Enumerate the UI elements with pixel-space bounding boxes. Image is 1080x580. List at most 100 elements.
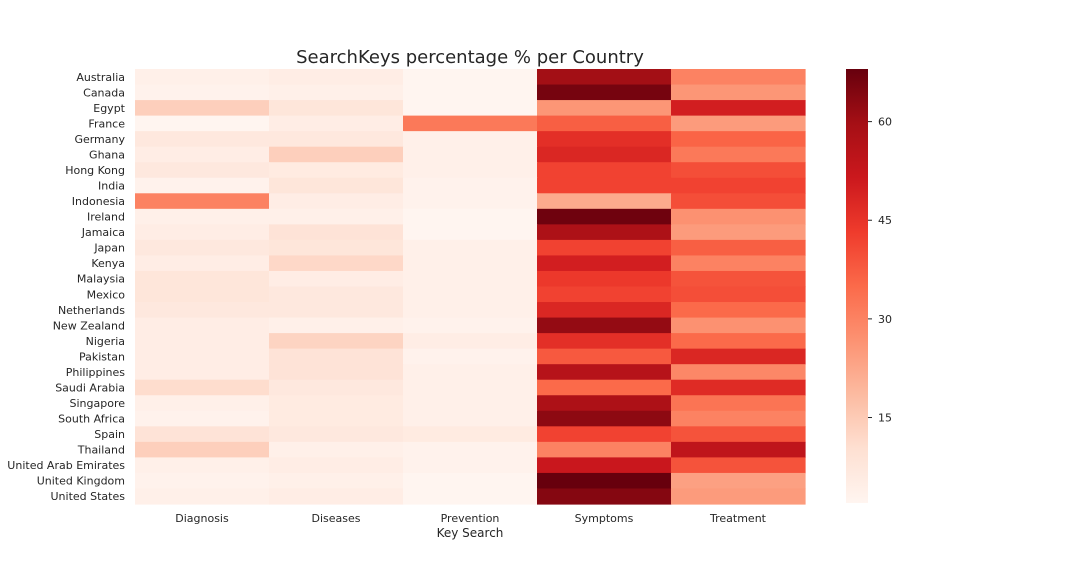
heatmap-cell bbox=[403, 84, 538, 101]
heatmap-cell bbox=[671, 146, 806, 163]
heatmap-cell bbox=[537, 208, 672, 225]
heatmap-cell bbox=[671, 193, 806, 210]
heatmap-cell bbox=[135, 131, 270, 148]
heatmap-cell bbox=[135, 193, 270, 210]
y-tick-label: Ireland bbox=[87, 211, 125, 224]
heatmap-cell bbox=[671, 379, 806, 396]
heatmap-cell bbox=[671, 286, 806, 303]
heatmap-cell bbox=[135, 410, 270, 427]
heatmap-cell bbox=[135, 239, 270, 257]
heatmap-cell bbox=[403, 193, 538, 210]
heatmap-cell bbox=[671, 115, 806, 132]
y-tick-label: Pakistan bbox=[79, 350, 125, 363]
heatmap-cell bbox=[537, 426, 672, 443]
heatmap-cell bbox=[671, 208, 806, 225]
heatmap-cell bbox=[269, 286, 404, 303]
y-tick-label: Spain bbox=[94, 428, 125, 441]
heatmap-cell bbox=[671, 364, 806, 381]
heatmap-cell bbox=[135, 333, 270, 350]
heatmap-cell bbox=[537, 379, 672, 396]
y-tick-label: Jamaica bbox=[81, 226, 125, 239]
heatmap-cell bbox=[403, 395, 538, 412]
colorbar-tick-label: 45 bbox=[878, 214, 892, 227]
heatmap-cell bbox=[671, 239, 806, 257]
heatmap-cell bbox=[269, 426, 404, 443]
heatmap-cell bbox=[135, 255, 270, 272]
y-tick-label: United Arab Emirates bbox=[7, 459, 125, 472]
heatmap-cell bbox=[269, 146, 404, 163]
heatmap-cell bbox=[269, 302, 404, 319]
heatmap-cell bbox=[671, 488, 806, 505]
heatmap-cell bbox=[135, 379, 270, 396]
heatmap-cell bbox=[671, 457, 806, 474]
heatmap-cell bbox=[671, 255, 806, 272]
heatmap-cell bbox=[537, 270, 672, 288]
heatmap-cell bbox=[403, 364, 538, 381]
heatmap-cell bbox=[671, 426, 806, 443]
heatmap-cell bbox=[135, 348, 270, 365]
heatmap-cell bbox=[537, 162, 672, 179]
heatmap-cell bbox=[135, 69, 270, 86]
heatmap-cell bbox=[269, 333, 404, 350]
y-tick-label: Kenya bbox=[91, 257, 125, 270]
heatmap-cell bbox=[537, 177, 672, 194]
heatmap-cell bbox=[537, 286, 672, 303]
heatmap-cell bbox=[537, 333, 672, 350]
heatmap-cell bbox=[135, 488, 270, 505]
heatmap-cell bbox=[403, 100, 538, 117]
colorbar-tick-label: 30 bbox=[878, 313, 892, 326]
y-tick-label: Nigeria bbox=[86, 335, 125, 348]
y-tick-label: France bbox=[88, 117, 125, 130]
heatmap-cell bbox=[269, 317, 404, 334]
heatmap-cell bbox=[135, 472, 270, 490]
heatmap-cell bbox=[537, 441, 672, 458]
heatmap-cell bbox=[135, 100, 270, 117]
heatmap-cell bbox=[537, 146, 672, 163]
y-tick-label: Japan bbox=[93, 242, 125, 255]
heatmap-cell bbox=[537, 410, 672, 427]
heatmap-cell bbox=[135, 162, 270, 179]
heatmap-cell bbox=[537, 115, 672, 132]
heatmap-cell bbox=[269, 270, 404, 288]
heatmap-cell bbox=[671, 177, 806, 194]
heatmap-cell bbox=[403, 270, 538, 288]
heatmap-cell bbox=[403, 162, 538, 179]
heatmap-cell bbox=[269, 441, 404, 458]
heatmap-cell bbox=[537, 131, 672, 148]
heatmap-cell bbox=[269, 115, 404, 132]
heatmap-cell bbox=[269, 395, 404, 412]
y-tick-label: Philippines bbox=[66, 366, 126, 379]
heatmap-cell bbox=[135, 395, 270, 412]
heatmap-cell bbox=[403, 441, 538, 458]
heatmap-cell bbox=[403, 333, 538, 350]
x-axis-label: Key Search bbox=[437, 526, 504, 540]
colorbar-tick-label: 15 bbox=[878, 412, 892, 425]
heatmap-cell bbox=[269, 379, 404, 396]
heatmap-cell bbox=[671, 348, 806, 365]
heatmap-cell bbox=[403, 410, 538, 427]
x-tick-label: Prevention bbox=[441, 512, 500, 525]
y-tick-label: Mexico bbox=[87, 288, 126, 301]
heatmap-cell bbox=[537, 255, 672, 272]
y-tick-label: India bbox=[98, 180, 125, 193]
colorbar-ticks: 15 30 45 60 bbox=[868, 116, 892, 425]
heatmap-cell bbox=[537, 364, 672, 381]
y-tick-label: Egypt bbox=[93, 102, 125, 115]
y-tick-label: Saudi Arabia bbox=[55, 381, 125, 394]
heatmap-cell bbox=[403, 239, 538, 257]
heatmap-cell bbox=[135, 115, 270, 132]
heatmap-cell bbox=[671, 100, 806, 117]
heatmap-cell bbox=[403, 146, 538, 163]
heatmap-cell bbox=[135, 224, 270, 241]
heatmap-cell bbox=[403, 115, 538, 132]
heatmap-cell bbox=[403, 472, 538, 490]
heatmap-cell bbox=[269, 162, 404, 179]
heatmap-cell bbox=[135, 364, 270, 381]
heatmap-cell bbox=[135, 317, 270, 334]
heatmap-cell bbox=[135, 302, 270, 319]
y-tick-label: Ghana bbox=[89, 148, 125, 161]
y-tick-label: United States bbox=[51, 490, 126, 503]
heatmap-cell bbox=[403, 302, 538, 319]
heatmap-cell bbox=[537, 302, 672, 319]
